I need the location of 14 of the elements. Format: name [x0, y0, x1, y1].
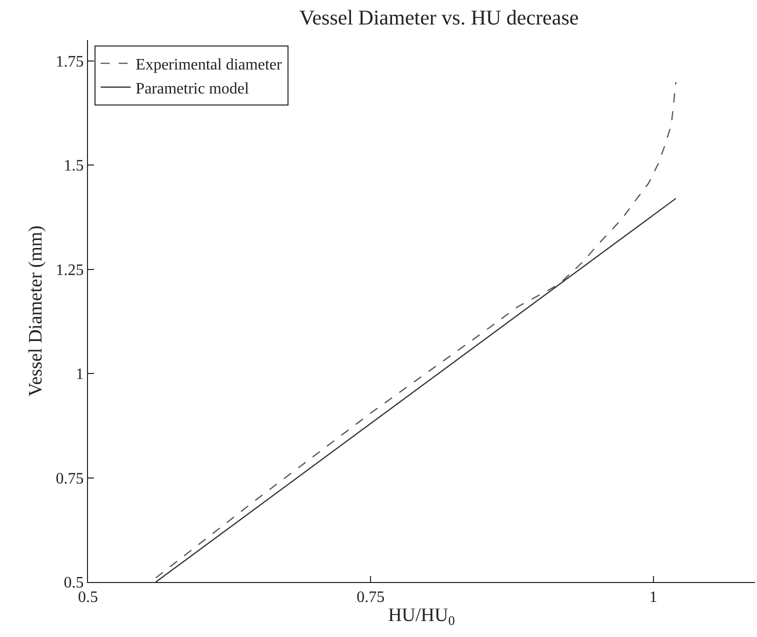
y-axis-title: Vessel Diameter (mm): [26, 226, 47, 396]
chart-title: Vessel Diameter vs. HU decrease: [299, 5, 579, 30]
y-tick-label: 1: [76, 366, 84, 384]
legend-label: Experimental diameter: [136, 56, 282, 74]
x-tick-label: 1: [649, 589, 658, 606]
y-tick-label: 1.25: [56, 262, 84, 279]
y-tick-label: 1.5: [64, 158, 84, 175]
x-tick-label: 0.75: [356, 589, 385, 606]
x-tick-label: 0.5: [78, 589, 98, 606]
y-tick-label: 0.5: [64, 574, 84, 592]
legend-label: Parametric model: [136, 80, 250, 98]
y-tick-label: 0.75: [56, 470, 84, 488]
x-axis-title: HU/HU$_{0}$: [388, 605, 456, 628]
y-tick-label: 1.75: [56, 53, 84, 70]
